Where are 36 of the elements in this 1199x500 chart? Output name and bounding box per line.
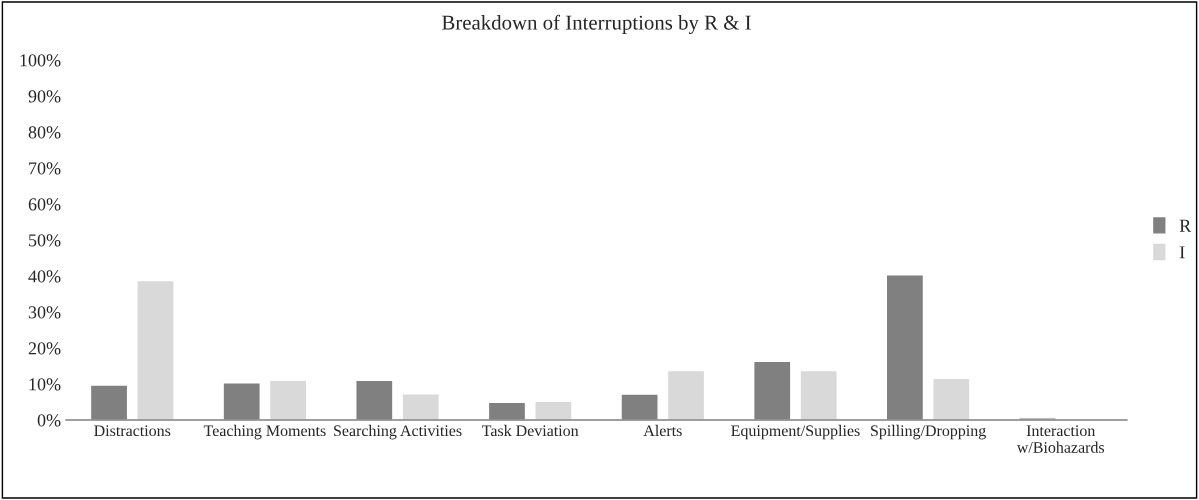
x-tick-label: Interaction w/Biohazards xyxy=(1016,425,1105,453)
legend-label: R xyxy=(1179,219,1192,232)
y-tick-label: 30% xyxy=(28,306,61,319)
x-tick-label: Alerts xyxy=(643,424,682,437)
x-tick-label: Equipment/Supplies xyxy=(731,424,860,440)
bar xyxy=(136,279,175,420)
x-tick-label: Spilling/Dropping xyxy=(871,424,986,440)
bar xyxy=(666,369,706,420)
x-tick-label: Task Deviation xyxy=(482,424,579,437)
bar xyxy=(534,400,573,420)
y-tick-label: 80% xyxy=(28,126,61,139)
x-tick-label: Teaching Moments xyxy=(203,424,326,440)
y-tick-label: 20% xyxy=(28,342,61,355)
y-tick-label: 0% xyxy=(37,414,61,427)
y-tick-label: 90% xyxy=(28,90,61,103)
bar xyxy=(268,379,308,420)
bar xyxy=(487,401,527,420)
y-tick-label: 10% xyxy=(29,378,61,391)
y-tick-label: 70% xyxy=(29,162,61,175)
x-tick-label: Searching Activities xyxy=(334,424,462,440)
x-tick-label: Distractions xyxy=(94,425,171,437)
chart-title: Breakdown of Interruptions by R & I xyxy=(442,14,751,34)
bar xyxy=(620,393,659,420)
bar xyxy=(799,369,838,420)
y-tick-label: 50% xyxy=(29,234,61,247)
bar xyxy=(401,393,441,420)
bar xyxy=(932,377,971,420)
legend-label: I xyxy=(1179,246,1185,259)
bar xyxy=(752,360,792,420)
bar xyxy=(89,384,129,420)
bar xyxy=(355,379,394,420)
y-tick-label: 100% xyxy=(20,54,61,67)
bar xyxy=(222,382,261,420)
y-tick-label: 40% xyxy=(28,270,61,283)
bar xyxy=(885,274,925,420)
y-tick-label: 60% xyxy=(28,198,61,211)
